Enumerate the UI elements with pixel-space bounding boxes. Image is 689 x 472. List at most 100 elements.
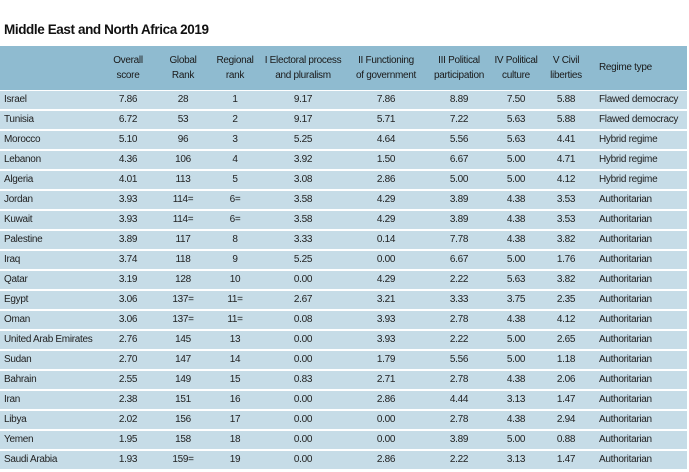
cell-electoral-process: 3.33 (293, 234, 313, 245)
cell-overall-score: 3.93 (118, 194, 138, 205)
cell-country: Yemen (4, 434, 34, 445)
cell-electoral-process: 0.00 (293, 334, 313, 345)
cell-political-culture: 5.63 (506, 114, 526, 125)
table-row: Israel 7.86 28 1 9.17 7.86 8.89 7.50 5.88 Flawed … (0, 91, 687, 109)
cell-political-participation: 3.89 (449, 214, 469, 225)
cell-functioning-of-government: 4.29 (376, 214, 396, 225)
cell-country: Kuwait (4, 214, 33, 225)
table-row: Bahrain 2.55 149 15 0.83 2.71 2.78 4.38 2.06 Auth… (0, 371, 687, 389)
table-row: Yemen 1.95 158 18 0.00 0.00 3.89 5.00 0.88 Author… (0, 431, 687, 449)
cell-regional-rank: 18 (229, 434, 241, 445)
cell-regime-type: Authoritarian (599, 194, 652, 205)
cell-civil-liberties: 3.53 (556, 214, 576, 225)
cell-global-rank: 114= (172, 214, 194, 225)
header-political-participation: III Political participation (433, 55, 485, 81)
cell-political-culture: 4.38 (506, 314, 526, 325)
cell-regime-type: Authoritarian (599, 274, 652, 285)
cell-regime-type: Hybrid regime (599, 174, 658, 185)
cell-functioning-of-government: 4.29 (376, 274, 396, 285)
cell-functioning-of-government: 0.00 (376, 434, 396, 445)
cell-civil-liberties: 2.35 (556, 294, 576, 305)
cell-political-culture: 3.13 (506, 394, 526, 405)
cell-regional-rank: 19 (229, 454, 241, 465)
cell-political-culture: 5.63 (506, 274, 526, 285)
cell-regional-rank: 9 (232, 254, 238, 265)
cell-regional-rank: 11= (227, 294, 243, 305)
cell-global-rank: 28 (177, 94, 189, 105)
cell-functioning-of-government: 3.21 (376, 294, 396, 305)
cell-political-culture: 4.38 (506, 234, 526, 245)
cell-political-participation: 3.89 (449, 434, 469, 445)
cell-overall-score: 5.10 (118, 134, 138, 145)
cell-global-rank: 106 (175, 154, 191, 165)
cell-political-culture: 5.00 (506, 174, 526, 185)
cell-regional-rank: 16 (229, 394, 241, 405)
header-overall-score: Overall score (113, 55, 143, 81)
cell-political-participation: 4.44 (449, 394, 469, 405)
header-political-culture: IV Political culture (494, 55, 538, 81)
cell-political-participation: 2.78 (449, 314, 469, 325)
table-row: Oman 3.06 137= 11= 0.08 3.93 2.78 4.38 4.12 Autho… (0, 311, 687, 329)
cell-electoral-process: 0.00 (293, 274, 313, 285)
cell-global-rank: 147 (175, 354, 191, 365)
cell-civil-liberties: 2.94 (556, 414, 576, 425)
header-regime-type: Regime type (599, 62, 652, 73)
cell-regional-rank: 8 (232, 234, 238, 245)
cell-functioning-of-government: 2.71 (376, 374, 396, 385)
table-body: Israel 7.86 28 1 9.17 7.86 8.89 7.50 5.88 Flawed … (0, 91, 687, 471)
cell-political-participation: 7.22 (449, 114, 469, 125)
cell-electoral-process: 9.17 (293, 114, 313, 125)
cell-regional-rank: 6= (229, 194, 241, 205)
table-row: Iran 2.38 151 16 0.00 2.86 4.44 3.13 1.47 Authori… (0, 391, 687, 409)
cell-global-rank: 128 (175, 274, 191, 285)
cell-country: Qatar (4, 274, 28, 285)
cell-regional-rank: 3 (232, 134, 238, 145)
cell-functioning-of-government: 1.50 (376, 154, 396, 165)
header-civil-liberties: V Civil liberties (550, 55, 582, 81)
cell-global-rank: 114= (172, 194, 194, 205)
cell-overall-score: 3.89 (118, 234, 138, 245)
cell-global-rank: 151 (175, 394, 191, 405)
cell-global-rank: 159= (172, 454, 194, 465)
table-row: Kuwait 3.93 114= 6= 3.58 4.29 3.89 4.38 3.53 Auth… (0, 211, 687, 229)
table-row: Saudi Arabia 1.93 159= 19 0.00 2.86 2.22 3.13 1.… (0, 451, 687, 469)
cell-electoral-process: 2.67 (293, 294, 313, 305)
cell-functioning-of-government: 3.93 (376, 314, 396, 325)
cell-regime-type: Authoritarian (599, 234, 652, 245)
cell-civil-liberties: 2.06 (556, 374, 576, 385)
table-row: Tunisia 6.72 53 2 9.17 5.71 7.22 5.63 5.88 Flawed… (0, 111, 687, 129)
cell-overall-score: 1.95 (118, 434, 138, 445)
cell-regime-type: Flawed democracy (599, 114, 679, 125)
cell-regime-type: Authoritarian (599, 214, 652, 225)
cell-country: Egypt (4, 294, 29, 305)
cell-country: Sudan (4, 354, 32, 365)
table-row: Morocco 5.10 96 3 5.25 4.64 5.56 5.63 4.41 Hybrid… (0, 131, 687, 149)
cell-overall-score: 7.86 (118, 94, 138, 105)
cell-functioning-of-government: 2.86 (376, 454, 396, 465)
table-row: Egypt 3.06 137= 11= 2.67 3.21 3.33 3.75 2.35 Auth… (0, 291, 687, 309)
cell-electoral-process: 3.58 (293, 194, 313, 205)
cell-electoral-process: 3.08 (293, 174, 313, 185)
cell-overall-score: 6.72 (118, 114, 138, 125)
cell-political-participation: 2.78 (449, 374, 469, 385)
cell-country: United Arab Emirates (4, 334, 93, 345)
cell-political-culture: 4.38 (506, 194, 526, 205)
cell-political-culture: 4.38 (506, 374, 526, 385)
cell-civil-liberties: 4.12 (556, 314, 576, 325)
cell-regional-rank: 17 (229, 414, 241, 425)
cell-electoral-process: 9.17 (293, 94, 313, 105)
cell-political-participation: 6.67 (449, 254, 469, 265)
cell-political-culture: 5.00 (506, 254, 526, 265)
cell-civil-liberties: 1.47 (556, 454, 576, 465)
table-header: Overall score Global Rank Regional rank I E… (0, 46, 687, 90)
cell-functioning-of-government: 4.64 (376, 134, 396, 145)
cell-electoral-process: 5.25 (293, 134, 313, 145)
cell-regime-type: Flawed democracy (599, 94, 679, 105)
cell-political-participation: 5.56 (449, 354, 469, 365)
cell-regime-type: Authoritarian (599, 454, 652, 465)
cell-civil-liberties: 5.88 (556, 114, 576, 125)
cell-regional-rank: 15 (229, 374, 241, 385)
cell-political-participation: 7.78 (449, 234, 469, 245)
cell-functioning-of-government: 0.00 (376, 414, 396, 425)
header-functioning-of-government: II Functioning of government (355, 55, 417, 81)
